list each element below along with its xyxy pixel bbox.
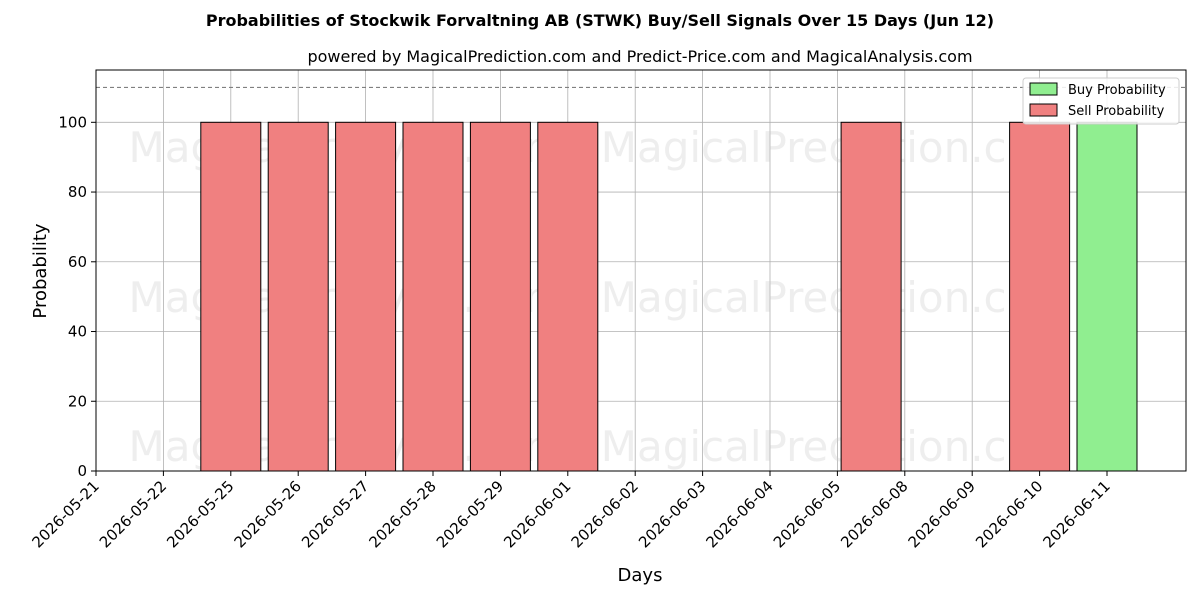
x-tick-label: 2026-06-05 <box>770 477 844 551</box>
x-tick-label: 2026-05-22 <box>96 477 170 551</box>
chart-subtitle: powered by MagicalPrediction.com and Pre… <box>307 47 972 66</box>
sell-probability-bar <box>402 121 464 472</box>
legend: Buy Probability Sell Probability <box>1022 77 1180 125</box>
x-tick-label: 2026-06-03 <box>635 477 709 551</box>
watermark-text: MagicalPrediction.com <box>601 273 1074 322</box>
y-axis-label: Probability <box>30 223 51 318</box>
x-tick-label: 2026-06-01 <box>500 477 574 551</box>
y-tick-label: 40 <box>68 323 87 341</box>
x-tick-label: 2026-05-28 <box>365 477 439 551</box>
watermark-text: MagicalPrediction.com <box>601 422 1074 471</box>
y-tick-label: 80 <box>68 183 87 201</box>
x-tick-label: 2026-05-27 <box>298 477 372 551</box>
watermark-text: MagicalPrediction.com <box>601 123 1074 172</box>
x-tick-label: 2026-06-11 <box>1039 477 1113 551</box>
legend-label-buy: Buy Probability <box>1068 83 1166 98</box>
legend-swatch-sell <box>1029 103 1058 117</box>
y-tick-label: 0 <box>77 462 87 480</box>
legend-label-sell: Sell Probability <box>1068 104 1165 119</box>
x-tick-label: 2026-06-02 <box>568 477 642 551</box>
x-tick-label: 2026-05-26 <box>231 477 305 551</box>
sell-probability-bar <box>200 121 262 472</box>
legend-swatch-buy <box>1029 82 1058 96</box>
x-tick-label: 2026-05-29 <box>433 477 507 551</box>
y-tick-label: 20 <box>68 392 87 410</box>
sell-probability-bar <box>267 121 329 472</box>
legend-box <box>1022 77 1180 125</box>
sell-probability-bar <box>1009 121 1071 472</box>
y-tick-label: 60 <box>68 253 87 271</box>
x-axis: 2026-05-212026-05-222026-05-252026-05-26… <box>28 471 1114 551</box>
y-axis: 0 20 40 60 80 100 <box>58 113 96 480</box>
x-tick-label: 2026-06-10 <box>972 477 1046 551</box>
sell-probability-bar <box>469 121 531 472</box>
x-tick-label: 2026-06-09 <box>905 477 979 551</box>
plot-frame <box>95 69 1187 472</box>
sell-probability-bar <box>840 121 902 472</box>
sell-probability-bar <box>537 121 599 472</box>
x-tick-label: 2026-06-08 <box>837 477 911 551</box>
x-tick-label: 2026-05-21 <box>28 477 102 551</box>
x-tick-label: 2026-06-04 <box>702 477 776 551</box>
x-axis-label: Days <box>618 565 663 586</box>
buy-probability-bar <box>1076 121 1138 472</box>
chart-title: Probabilities of Stockwik Forvaltning AB… <box>206 11 994 30</box>
y-tick-label: 100 <box>58 113 87 131</box>
sell-probability-bar <box>335 121 397 472</box>
x-tick-label: 2026-05-25 <box>163 477 237 551</box>
